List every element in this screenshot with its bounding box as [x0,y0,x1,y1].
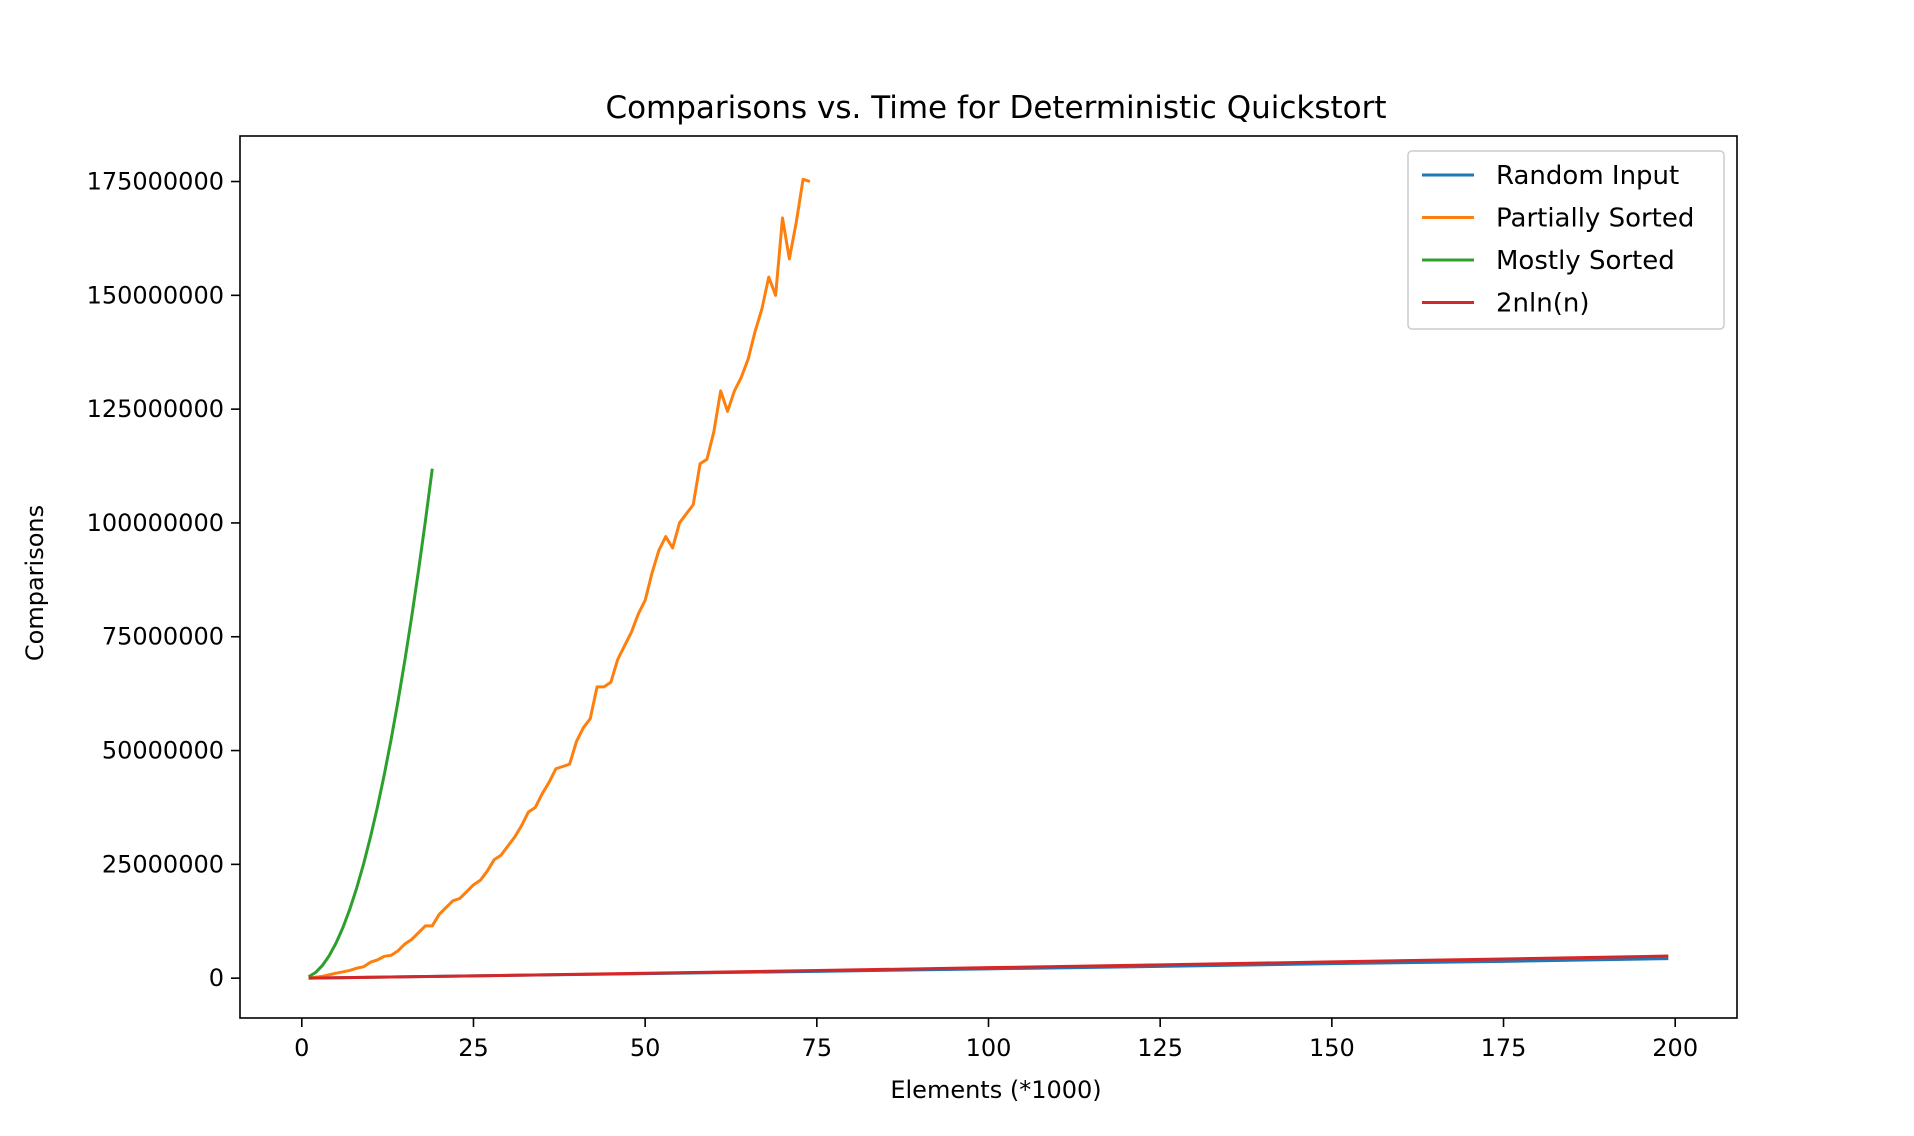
legend-box [1407,150,1725,330]
x-axis-label: Elements (*1000) [890,1076,1101,1104]
x-tick-label: 175 [1481,1034,1527,1062]
y-tick-label: 100000000 [87,509,224,537]
series-line-mostly-sorted [307,468,434,979]
y-tick-label: 125000000 [87,395,224,423]
x-tick-label: 0 [294,1034,309,1062]
chart-title: Comparisons vs. Time for Deterministic Q… [605,90,1386,126]
legend-label-2nln-n-: 2nln(n) [1496,289,1590,319]
x-tick-label: 50 [630,1034,661,1062]
y-tick-label: 25000000 [102,850,224,878]
x-tick-label: 75 [802,1034,833,1062]
y-tick-label: 175000000 [87,168,224,196]
legend-label-mostly-sorted: Mostly Sorted [1496,246,1675,276]
x-tick-label: 25 [458,1034,489,1062]
legend-label-random-input: Random Input [1496,161,1679,191]
y-tick-label: 50000000 [102,737,224,765]
legend: Random Input Partially Sorted Mostly Sorte… [1407,150,1725,330]
series-group [307,177,1669,980]
series-line-partially-sorted [308,177,811,980]
y-tick-label: 0 [209,964,224,992]
y-tick-label: 150000000 [87,281,224,309]
x-tick-label: 125 [1137,1034,1183,1062]
y-tick-label: 75000000 [102,623,224,651]
x-tick-label: 200 [1652,1034,1698,1062]
x-tick-label: 100 [966,1034,1012,1062]
legend-label-partially-sorted: Partially Sorted [1496,204,1694,234]
axes: 0 25 50 75 100 125 150 175 200 0 25000000 50000000 7… [87,135,1738,1062]
series-line-2nln-n- [308,954,1669,980]
plot-area [307,177,1669,980]
y-axis-label: Comparisons [21,505,49,661]
x-tick-label: 150 [1309,1034,1355,1062]
